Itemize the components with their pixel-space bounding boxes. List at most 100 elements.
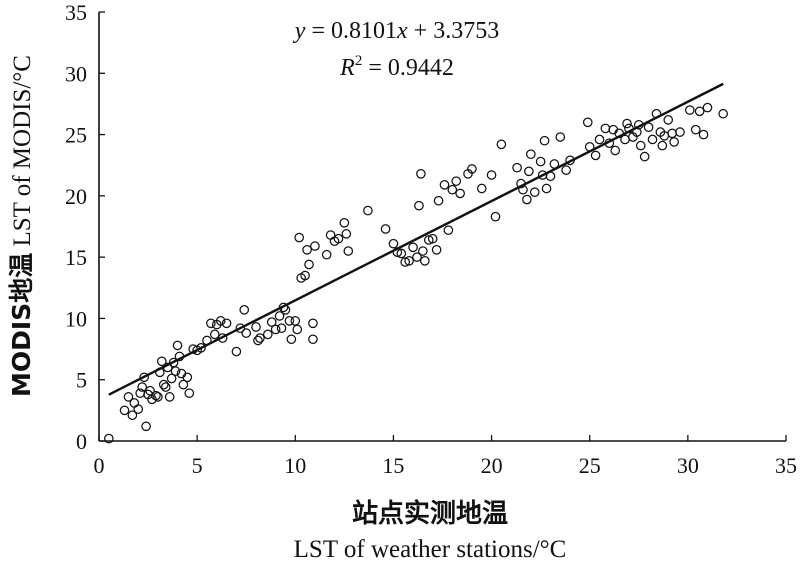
data-point <box>604 138 615 148</box>
data-point <box>325 230 336 240</box>
data-point <box>308 334 318 345</box>
data-point <box>388 238 399 249</box>
x-tick-label: 5 <box>192 453 203 478</box>
data-point <box>631 127 642 137</box>
data-point <box>310 241 320 251</box>
data-point <box>624 123 634 134</box>
data-point <box>380 224 391 234</box>
data-point <box>284 316 295 326</box>
data-point <box>702 102 713 113</box>
data-point <box>657 140 668 151</box>
data-point <box>308 318 318 329</box>
data-point <box>221 318 232 329</box>
data-point <box>416 168 426 179</box>
data-point <box>408 242 418 253</box>
data-point <box>512 162 522 173</box>
data-point <box>339 217 350 228</box>
data-point <box>321 249 332 260</box>
data-point <box>209 329 220 340</box>
data-point <box>235 323 246 334</box>
data-point <box>274 311 285 321</box>
data-point <box>535 156 546 167</box>
data-point <box>476 183 487 194</box>
data-point <box>455 188 465 199</box>
data-point <box>262 329 273 340</box>
data-point <box>251 322 261 332</box>
data-point <box>166 373 177 384</box>
data-point <box>266 317 277 327</box>
data-point <box>518 184 528 195</box>
x-tick-label: 15 <box>382 453 404 478</box>
data-point <box>151 390 161 401</box>
data-point <box>178 379 189 390</box>
data-point <box>158 379 169 390</box>
data-point <box>651 108 662 119</box>
y-tick-label: 0 <box>76 429 87 454</box>
data-point <box>582 117 593 128</box>
data-point <box>667 128 677 139</box>
data-point <box>253 335 263 346</box>
data-point <box>565 155 575 166</box>
data-point <box>643 122 654 133</box>
data-point <box>549 159 560 169</box>
x-tick-label: 10 <box>284 453 306 478</box>
x-tick-label: 20 <box>481 453 503 478</box>
data-point <box>467 164 477 174</box>
data-point <box>490 211 501 222</box>
x-tick-label: 0 <box>94 453 105 478</box>
data-point <box>600 123 611 134</box>
data-point <box>141 421 151 432</box>
data-point <box>302 244 312 255</box>
data-point <box>363 205 373 216</box>
y-tick-label: 35 <box>65 0 87 25</box>
data-point <box>684 105 695 115</box>
data-point <box>292 324 303 335</box>
data-point <box>620 134 630 145</box>
data-point <box>622 118 632 129</box>
data-point <box>516 178 526 189</box>
data-point <box>103 433 114 444</box>
data-point <box>290 316 301 326</box>
data-point <box>427 233 438 244</box>
data-point <box>608 124 619 135</box>
data-point <box>170 366 181 376</box>
data-point <box>594 134 605 145</box>
data-point <box>555 132 566 142</box>
data-point <box>343 246 354 256</box>
data-point <box>663 115 674 125</box>
data-point <box>164 392 175 402</box>
data-point <box>286 334 297 345</box>
data-point <box>182 372 193 383</box>
y-tick-label: 10 <box>65 306 87 331</box>
data-point <box>127 410 138 421</box>
data-point <box>129 398 140 408</box>
data-point <box>241 328 252 338</box>
x-tick-label: 25 <box>579 453 601 478</box>
data-point <box>202 335 212 346</box>
data-point <box>172 340 183 351</box>
data-point <box>392 247 403 258</box>
data-point <box>139 372 149 383</box>
data-point <box>694 106 705 117</box>
y-tick-label: 20 <box>65 184 87 209</box>
data-point <box>431 244 442 255</box>
data-point <box>633 119 644 130</box>
data-point <box>635 140 646 151</box>
y-tick-label: 15 <box>65 245 87 270</box>
data-point <box>239 305 250 315</box>
data-point <box>133 404 144 414</box>
data-point <box>451 176 462 186</box>
data-point <box>217 333 228 343</box>
data-point <box>294 232 305 243</box>
data-point <box>639 151 650 162</box>
data-point <box>698 129 709 140</box>
data-point <box>690 124 701 135</box>
data-point <box>333 233 344 244</box>
data-point <box>304 259 314 270</box>
data-point <box>526 149 536 160</box>
data-point <box>529 187 540 198</box>
x-axis-label-chinese: 站点实测地温 <box>352 498 508 529</box>
data-point <box>215 316 226 326</box>
data-point <box>255 333 265 343</box>
y-tick-label: 30 <box>65 61 87 86</box>
